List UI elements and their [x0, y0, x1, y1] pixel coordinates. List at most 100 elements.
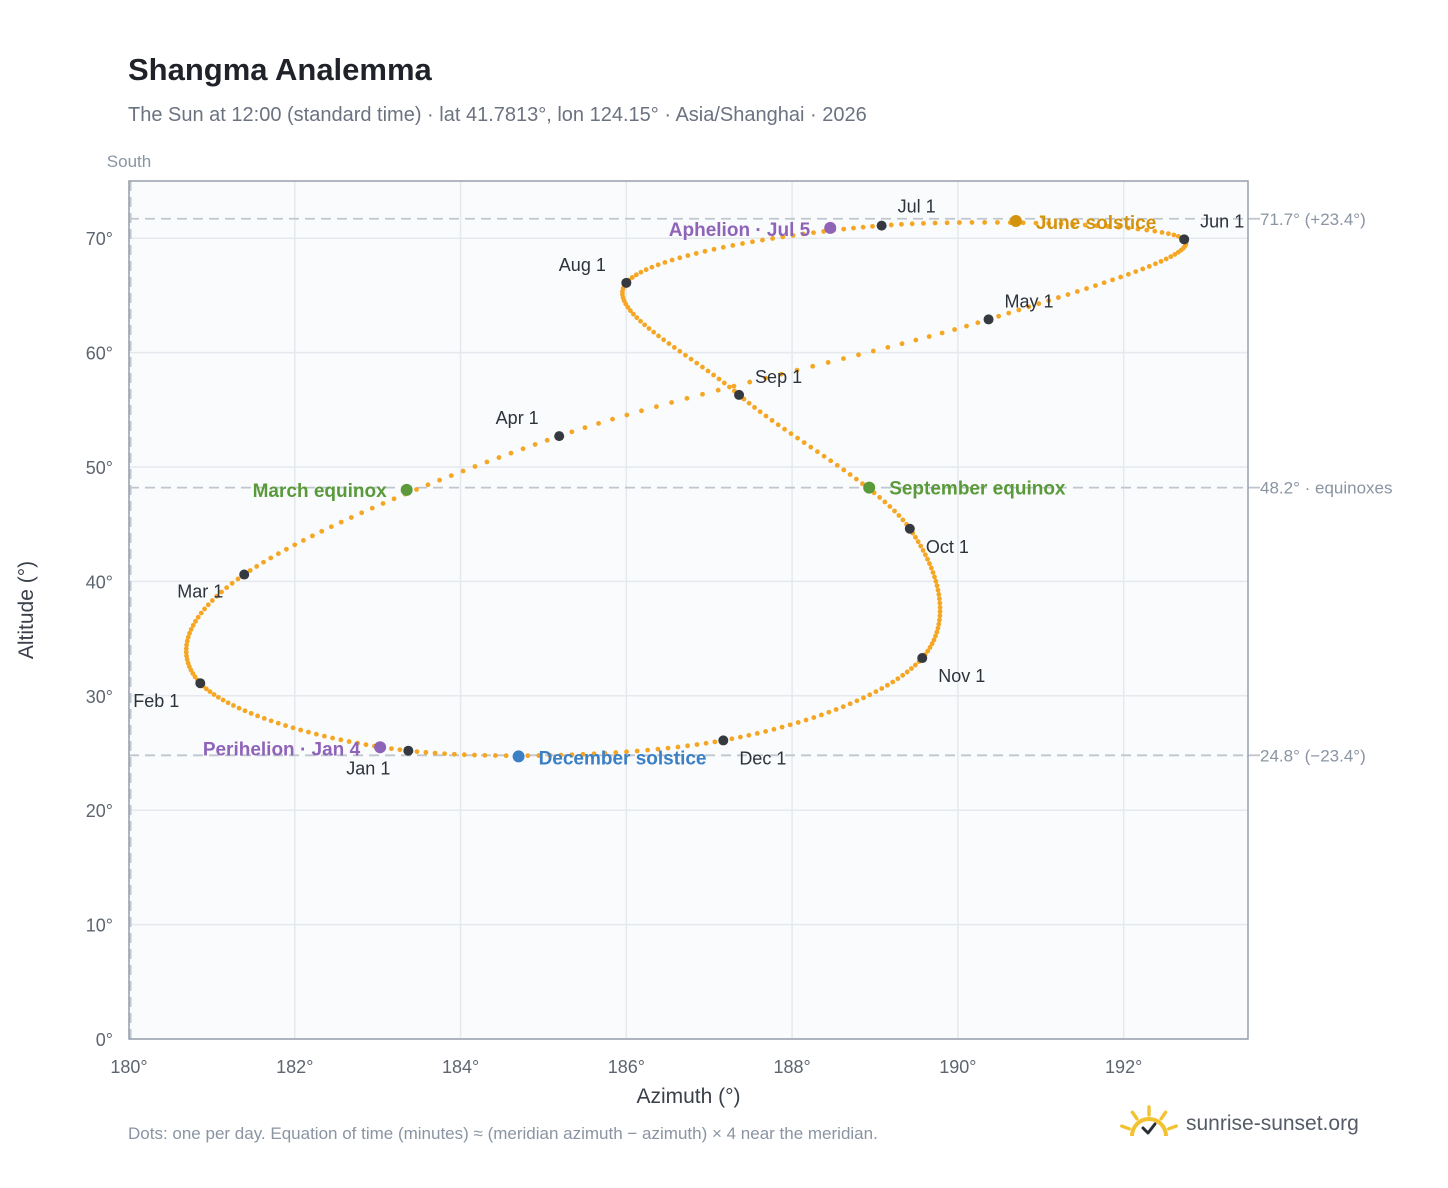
- daily-sun-dot: [705, 368, 711, 374]
- month-marker-label: Mar 1: [177, 582, 223, 602]
- daily-sun-dot: [580, 751, 586, 757]
- daily-sun-dot: [821, 453, 827, 459]
- daily-sun-dot: [913, 534, 918, 540]
- daily-sun-dot: [624, 749, 629, 755]
- daily-sun-dot: [203, 686, 209, 692]
- month-marker-label: Sep 1: [755, 367, 802, 387]
- month-marker: [917, 653, 928, 664]
- reference-line-label: 24.8° (−23.4°): [1260, 746, 1366, 765]
- daily-sun-dot: [328, 524, 334, 530]
- daily-sun-dot: [925, 648, 931, 654]
- daily-sun-dot: [877, 495, 883, 500]
- daily-sun-dot: [720, 244, 726, 250]
- month-marker: [554, 431, 565, 442]
- event-marker: [824, 221, 837, 234]
- daily-sun-dot: [651, 329, 657, 335]
- daily-sun-dot: [224, 585, 230, 591]
- daily-sun-dot: [870, 223, 875, 229]
- brand-logo[interactable]: sunrise-sunset.org: [1120, 1104, 1359, 1144]
- daily-sun-dot: [188, 626, 194, 632]
- month-marker: [904, 523, 915, 534]
- daily-sun-dot: [920, 547, 926, 553]
- month-marker: [876, 220, 887, 231]
- daily-sun-dot: [737, 734, 743, 740]
- month-marker: [718, 735, 729, 746]
- daily-sun-dot: [730, 243, 736, 248]
- daily-sun-dot: [544, 437, 550, 443]
- daily-sun-dot: [711, 372, 716, 378]
- sun-ray: [1130, 1110, 1139, 1121]
- daily-sun-dot: [1026, 304, 1032, 310]
- x-axis-title: Azimuth (°): [636, 1085, 740, 1108]
- daily-sun-dot: [298, 727, 304, 733]
- y-tick-label: 20°: [86, 801, 113, 821]
- daily-sun-dot: [193, 618, 198, 624]
- daily-sun-dot: [187, 630, 192, 636]
- daily-sun-dot: [184, 657, 190, 663]
- daily-sun-dot: [727, 384, 732, 390]
- daily-sun-dot: [369, 505, 375, 511]
- daily-sun-dot: [451, 751, 457, 757]
- daily-sun-dot: [969, 220, 975, 225]
- daily-sun-dot: [629, 275, 635, 280]
- daily-sun-dot: [926, 334, 932, 339]
- daily-sun-dot: [207, 689, 213, 695]
- y-tick-label: 10°: [86, 916, 113, 936]
- daily-sun-dot: [811, 715, 817, 720]
- daily-sun-dot: [760, 237, 765, 243]
- daily-sun-dot: [414, 749, 420, 754]
- daily-sun-dot: [330, 735, 335, 741]
- daily-sun-dot: [688, 356, 694, 362]
- daily-sun-dot: [937, 613, 943, 619]
- daily-sun-dot: [1046, 298, 1052, 304]
- daily-sun-dot: [275, 720, 281, 726]
- daily-sun-dot: [665, 745, 671, 751]
- daily-sun-dot: [826, 709, 832, 715]
- daily-sun-dot: [915, 539, 921, 545]
- daily-sun-dot: [1105, 224, 1111, 229]
- y-tick-label: 60°: [86, 344, 113, 364]
- daily-sun-dot: [747, 379, 753, 385]
- y-tick-label: 40°: [86, 572, 113, 592]
- daily-sun-dot: [684, 395, 690, 401]
- daily-sun-dot: [685, 253, 691, 258]
- daily-sun-dot: [261, 716, 267, 721]
- daily-sun-dot: [929, 641, 935, 647]
- daily-sun-dot: [306, 729, 311, 735]
- daily-sun-dot: [1163, 256, 1169, 262]
- daily-sun-dot: [913, 337, 919, 343]
- daily-sun-dot: [867, 692, 873, 698]
- x-tick-label: 188°: [773, 1057, 810, 1077]
- daily-sun-dot: [631, 311, 636, 317]
- daily-sun-dot: [484, 459, 490, 465]
- daily-sun-dot: [346, 739, 352, 744]
- daily-sun-dot: [482, 752, 488, 758]
- daily-sun-dot: [931, 637, 937, 643]
- daily-sun-dot: [247, 568, 253, 573]
- daily-sun-dot: [818, 712, 824, 718]
- daily-sun-dot: [1166, 231, 1171, 237]
- month-marker: [195, 678, 206, 689]
- daily-sun-dot: [937, 604, 943, 610]
- daily-sun-dot: [870, 348, 876, 354]
- daily-sun-dot: [666, 341, 672, 346]
- daily-sun-dot: [1158, 258, 1164, 264]
- daily-sun-dot: [225, 700, 231, 706]
- event-label: Aphelion · Jul 5: [669, 220, 811, 241]
- daily-sun-dot: [808, 444, 814, 450]
- daily-sun-dot: [582, 425, 588, 431]
- daily-sun-dot: [1125, 271, 1131, 277]
- daily-sun-dot: [655, 262, 661, 268]
- daily-sun-dot: [685, 743, 690, 749]
- meridian-label: South: [107, 152, 151, 171]
- daily-sun-dot: [472, 464, 478, 469]
- chart-title: Shangma Analemma: [128, 52, 432, 87]
- daily-sun-dot: [700, 391, 705, 397]
- daily-sun-dot: [261, 559, 266, 565]
- daily-sun-dot: [254, 564, 260, 569]
- daily-sun-dot: [935, 587, 941, 593]
- daily-sun-dot: [363, 742, 369, 748]
- daily-sun-dot: [520, 446, 526, 452]
- daily-sun-dot: [885, 344, 891, 350]
- x-tick-label: 182°: [276, 1057, 313, 1077]
